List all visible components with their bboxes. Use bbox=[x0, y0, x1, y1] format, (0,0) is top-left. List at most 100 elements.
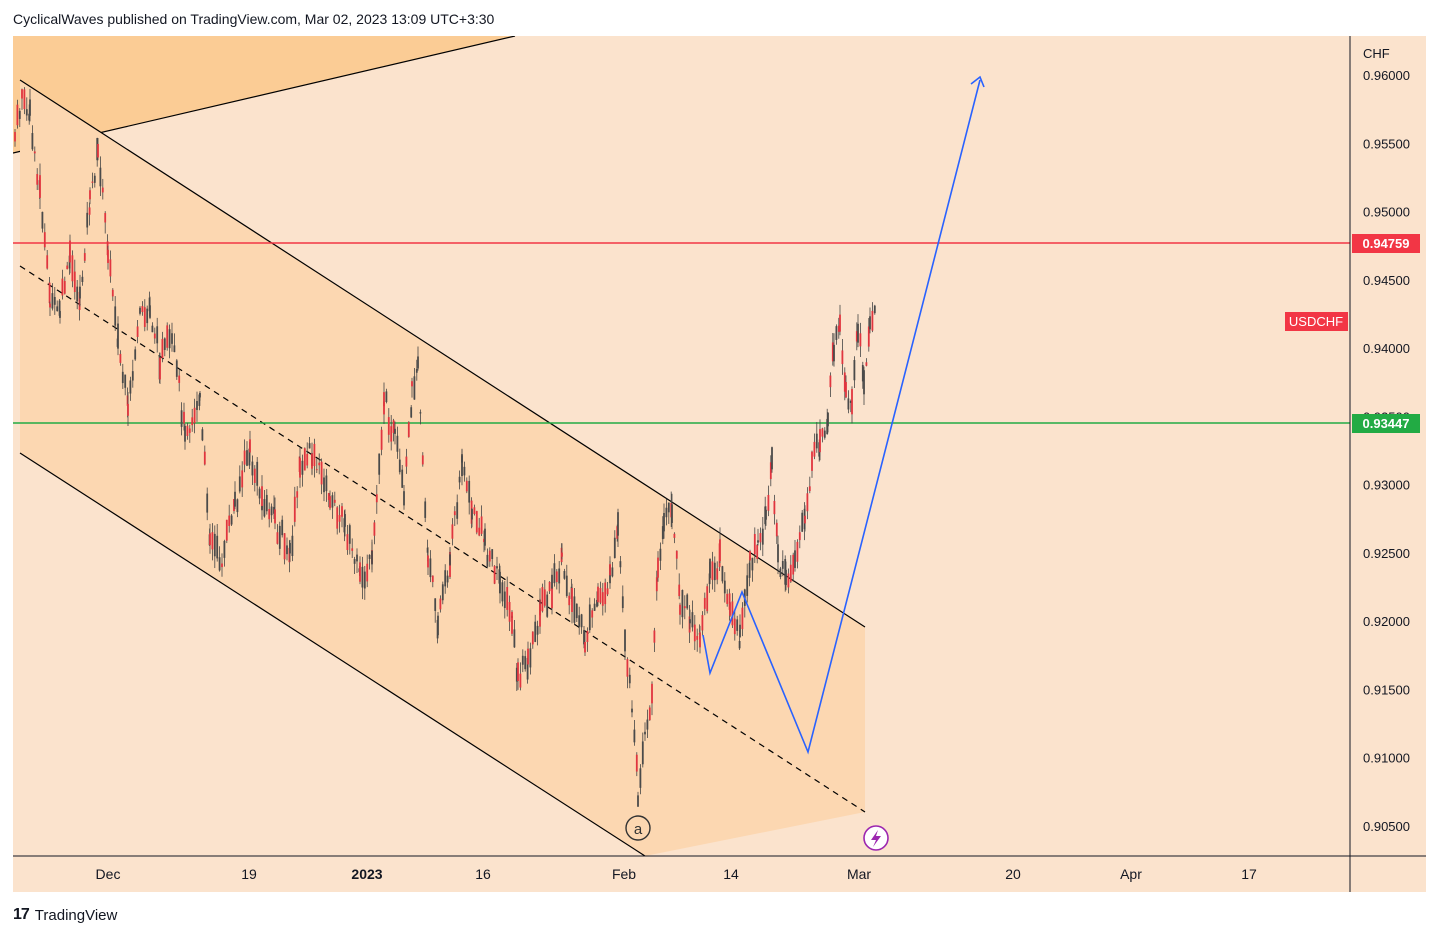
candle-body bbox=[853, 360, 856, 381]
candle-body bbox=[847, 398, 850, 410]
candle-body bbox=[351, 548, 354, 551]
candle-body bbox=[127, 403, 129, 416]
candle-body bbox=[478, 527, 481, 536]
candle-body bbox=[49, 303, 51, 308]
candle-body bbox=[823, 430, 826, 438]
candle-body bbox=[196, 401, 198, 410]
candle-body bbox=[256, 461, 259, 486]
candle-body bbox=[299, 458, 301, 478]
candle-body bbox=[156, 326, 159, 344]
candle-body bbox=[327, 493, 330, 501]
candle-body bbox=[366, 563, 369, 582]
candle-body bbox=[728, 593, 731, 610]
candle-body bbox=[31, 133, 34, 150]
candle-body bbox=[689, 619, 691, 624]
candle-body bbox=[667, 502, 670, 513]
candle-body bbox=[597, 586, 599, 603]
candle-body bbox=[424, 501, 427, 518]
candle-body bbox=[765, 509, 767, 520]
x-tick-label: Dec bbox=[96, 866, 121, 882]
candle-body bbox=[131, 371, 134, 381]
candle-body bbox=[633, 729, 636, 743]
candle-body bbox=[268, 508, 271, 520]
y-tick-label: 0.94500 bbox=[1363, 273, 1410, 288]
candle-body bbox=[188, 428, 191, 433]
candle-body bbox=[234, 491, 236, 507]
candle-body bbox=[819, 429, 821, 453]
candle-body bbox=[833, 344, 835, 362]
candle-body bbox=[693, 624, 696, 642]
footer-brand[interactable]: 17 TradingView bbox=[13, 906, 117, 924]
candle-body bbox=[493, 565, 496, 584]
candle-body bbox=[28, 113, 31, 121]
candle-body bbox=[515, 667, 518, 682]
candle-body bbox=[639, 768, 642, 788]
candle-body bbox=[580, 614, 583, 628]
candle-body bbox=[361, 566, 364, 588]
candle-body bbox=[665, 507, 668, 518]
projection-path[interactable] bbox=[702, 79, 981, 755]
candle-body bbox=[463, 466, 466, 476]
candle-body bbox=[223, 540, 226, 558]
candle-body bbox=[699, 632, 701, 648]
candle-body bbox=[368, 554, 371, 559]
candle-body bbox=[276, 532, 279, 544]
candle-body bbox=[583, 630, 585, 645]
candle-body bbox=[146, 308, 149, 324]
candle-body bbox=[83, 253, 86, 261]
candle-body bbox=[43, 232, 46, 248]
candle-body bbox=[759, 533, 762, 543]
candle-body bbox=[401, 469, 404, 488]
y-tick-label: 0.93000 bbox=[1363, 478, 1410, 493]
candle-body bbox=[149, 305, 151, 318]
candle-body bbox=[491, 549, 494, 559]
candle-body bbox=[380, 429, 383, 450]
candle-body bbox=[39, 175, 41, 198]
candle-body bbox=[121, 371, 124, 384]
x-axis[interactable]: Dec 19 2023 16 Feb 14 Mar 20 Apr 17 bbox=[96, 866, 1257, 882]
candle-body bbox=[801, 512, 804, 532]
candle-body bbox=[238, 476, 241, 492]
candle-body bbox=[153, 333, 156, 339]
candle-body bbox=[526, 657, 529, 680]
candle-body bbox=[465, 480, 468, 492]
candle-body bbox=[139, 307, 141, 314]
candle-body bbox=[230, 515, 233, 525]
candle-body bbox=[496, 566, 498, 569]
candle-body bbox=[124, 374, 127, 388]
candle-body bbox=[756, 545, 759, 559]
candle-body bbox=[657, 557, 659, 578]
candle-body bbox=[341, 506, 343, 517]
candle-body bbox=[855, 331, 858, 342]
candle-body bbox=[869, 316, 871, 330]
candle-body bbox=[796, 541, 799, 562]
y-axis[interactable]: 0.960000.955000.950000.945000.940000.935… bbox=[1363, 68, 1410, 834]
candles-group bbox=[14, 87, 876, 807]
candle-body bbox=[66, 265, 69, 270]
candle-body bbox=[546, 594, 549, 617]
candle-body bbox=[661, 526, 664, 540]
candle-body bbox=[293, 496, 296, 522]
candle-body bbox=[429, 558, 432, 578]
candle-body bbox=[606, 588, 609, 595]
candle-body bbox=[792, 554, 795, 575]
candle-body bbox=[278, 525, 281, 549]
candle-body bbox=[191, 417, 194, 426]
candle-body bbox=[484, 528, 486, 546]
candle-body bbox=[29, 99, 31, 116]
candle-body bbox=[437, 615, 439, 636]
candle-body bbox=[86, 212, 89, 228]
candle-body bbox=[480, 516, 483, 534]
x-tick-label: 2023 bbox=[351, 866, 382, 882]
channel-mid-line bbox=[19, 265, 866, 813]
candle-body bbox=[787, 573, 790, 588]
candle-body bbox=[18, 110, 21, 119]
candle-body bbox=[403, 491, 405, 506]
candle-body bbox=[609, 564, 611, 576]
x-tick-label: Mar bbox=[847, 866, 871, 882]
candle-body bbox=[23, 89, 26, 110]
candle-body bbox=[617, 512, 619, 536]
candle-body bbox=[456, 502, 459, 519]
candle-body bbox=[236, 499, 239, 513]
